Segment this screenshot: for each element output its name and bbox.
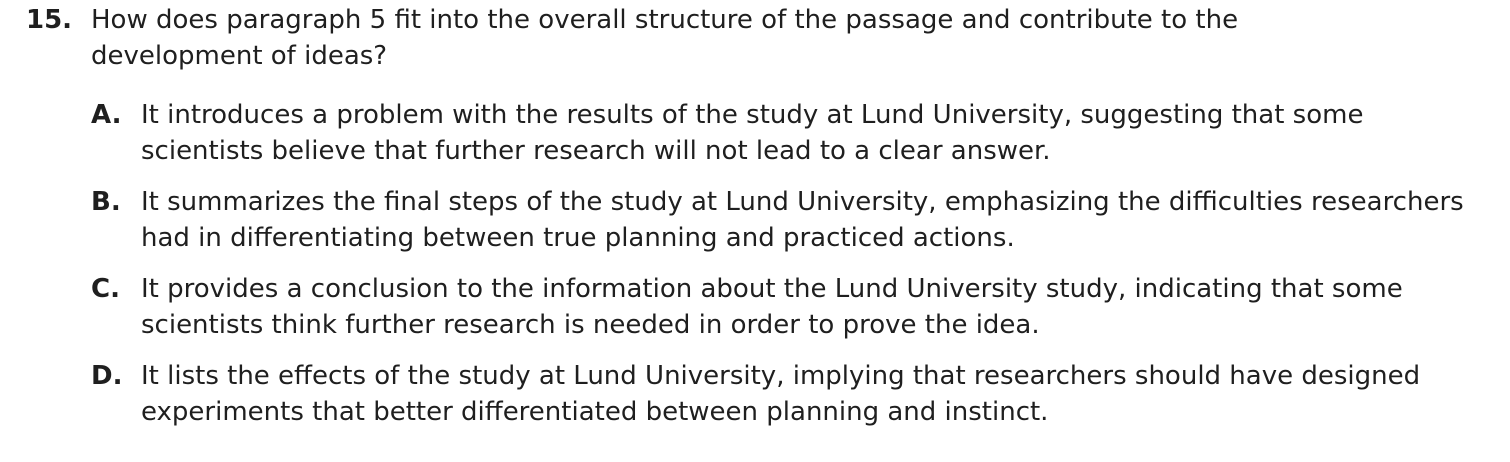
option-text: It provides a conclusion to the informat… [141, 274, 1403, 340]
answer-option-d[interactable]: D. It lists the effects of the study at … [0, 358, 1510, 434]
answer-option-a[interactable]: A. It introduces a problem with the resu… [0, 97, 1510, 173]
option-text: It introduces a problem with the results… [141, 100, 1364, 166]
option-text: It lists the effects of the study at Lun… [141, 361, 1421, 427]
option-text: It summarizes the final steps of the stu… [141, 187, 1464, 253]
option-letter: A. [91, 100, 122, 130]
option-letter: D. [91, 361, 123, 391]
question-number: 15. [26, 5, 73, 35]
question-stem: How does paragraph 5 fit into the overal… [91, 5, 1239, 71]
option-letter: B. [91, 187, 121, 217]
answer-option-c[interactable]: C. It provides a conclusion to the infor… [0, 271, 1510, 347]
option-letter: C. [91, 274, 120, 304]
answer-option-b[interactable]: B. It summarizes the final steps of the … [0, 184, 1510, 260]
